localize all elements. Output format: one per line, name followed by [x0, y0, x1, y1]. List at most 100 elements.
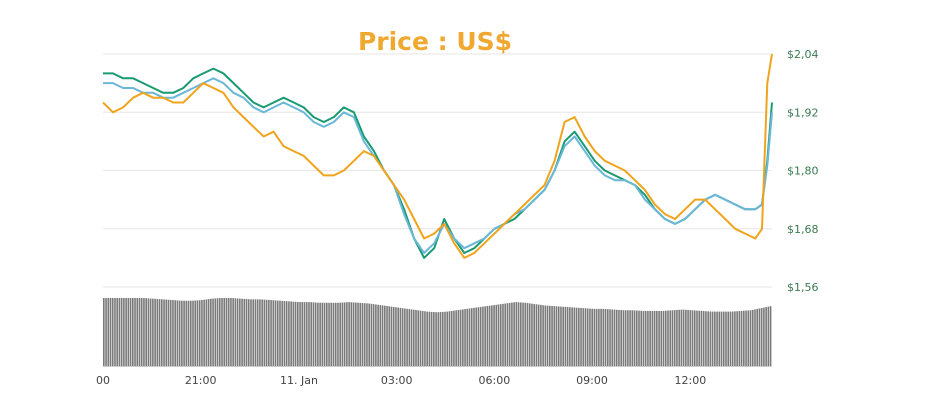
volume-bar: [664, 310, 667, 366]
volume-bar: [379, 305, 382, 366]
volume-bar: [680, 309, 683, 366]
volume-bar: [319, 302, 321, 366]
volume-bar: [676, 309, 678, 366]
volume-bar: [111, 298, 114, 366]
volume-bar: [350, 302, 353, 366]
volume-bar: [377, 304, 379, 366]
volume-bar: [660, 310, 663, 366]
volume-bar: [415, 310, 417, 366]
volume-bar: [210, 298, 212, 366]
volume-bar: [711, 311, 714, 366]
volume-bar: [466, 308, 469, 366]
volume-bar: [174, 300, 176, 366]
volume-bar: [698, 310, 701, 366]
volume-bar: [357, 302, 359, 366]
volume-bar: [187, 300, 190, 366]
volume-bar: [366, 303, 368, 366]
volume-bar: [207, 299, 210, 366]
volume-bar: [308, 302, 310, 366]
volume-bar: [354, 302, 357, 366]
volume-bar: [620, 310, 622, 366]
volume-bar: [212, 298, 214, 366]
volume-bar: [553, 306, 556, 366]
volume-bar: [412, 309, 415, 366]
volume-bar: [647, 310, 649, 366]
volume-bar: [747, 310, 750, 366]
series-line: [103, 77, 773, 254]
volume-bar: [339, 302, 342, 366]
volume-bar: [484, 306, 486, 366]
volume-bar: [600, 308, 602, 366]
volume-bar: [328, 302, 330, 366]
volume-bar: [577, 307, 580, 366]
volume-bar: [658, 310, 660, 366]
volume-bar: [743, 310, 745, 366]
volume-bar: [671, 310, 674, 366]
volume-bar: [517, 302, 520, 366]
volume-bar: [522, 302, 524, 366]
volume-bar: [330, 302, 333, 366]
volume-bar: [225, 298, 228, 366]
volume-bar: [221, 298, 223, 366]
volume-bar: [120, 298, 123, 366]
volume-bar: [760, 308, 763, 366]
volume-bar: [123, 298, 125, 366]
volume-bar: [386, 306, 388, 366]
volume-bar: [154, 298, 156, 366]
volume-bar: [571, 307, 573, 366]
volume-bar: [546, 305, 549, 366]
volume-bar: [337, 302, 339, 366]
series-line: [102, 53, 773, 259]
volume-bar: [274, 300, 277, 366]
volume-bar: [290, 301, 292, 366]
volume-bar: [341, 302, 344, 366]
volume-bar: [227, 298, 230, 366]
volume-bar: [433, 312, 435, 366]
volume-bar: [430, 311, 433, 366]
volume-bar: [285, 301, 288, 366]
volume-bar: [745, 310, 747, 366]
volume-bar: [283, 301, 286, 366]
volume-bar: [131, 298, 134, 366]
volume-bar: [482, 306, 484, 366]
volume-bar: [457, 310, 460, 366]
volume-bar: [593, 308, 596, 366]
volume-bar: [279, 300, 281, 366]
volume-bar: [303, 302, 306, 366]
volume-bar: [720, 311, 723, 366]
volume-bar: [702, 311, 705, 366]
volume-bar: [635, 310, 638, 366]
volume-bar: [368, 303, 370, 366]
volume-bar: [288, 301, 290, 366]
volume-bar: [537, 304, 540, 366]
volume-bar: [595, 308, 598, 366]
volume-bar: [165, 299, 168, 366]
volume-bar: [294, 301, 297, 366]
volume-bar: [247, 299, 250, 366]
volume-bar: [584, 308, 587, 366]
volume-bar: [346, 302, 348, 366]
y-tick-label: $1,68: [787, 223, 819, 236]
gridlines: [103, 53, 772, 288]
volume-bar: [363, 303, 366, 366]
volume-bar: [205, 299, 208, 366]
volume-bar: [448, 311, 451, 366]
volume-bar: [145, 298, 147, 366]
volume-bar: [491, 305, 493, 366]
volume-bar: [370, 303, 373, 366]
volume-bar: [214, 298, 217, 366]
volume-bar: [417, 310, 420, 366]
volume-bar: [736, 311, 738, 366]
volume-bar: [192, 300, 194, 366]
volume-bar: [143, 298, 145, 366]
volume-bar: [450, 310, 453, 366]
volume-bar: [343, 302, 346, 366]
volume-bar: [236, 298, 239, 366]
x-tick-label: 00: [96, 374, 110, 387]
volume-bar: [705, 311, 707, 366]
volume-bar: [642, 310, 645, 366]
volume-bar: [176, 300, 179, 366]
volume-bar: [441, 311, 444, 366]
volume-bar: [326, 302, 328, 366]
volume-bar: [714, 311, 716, 366]
